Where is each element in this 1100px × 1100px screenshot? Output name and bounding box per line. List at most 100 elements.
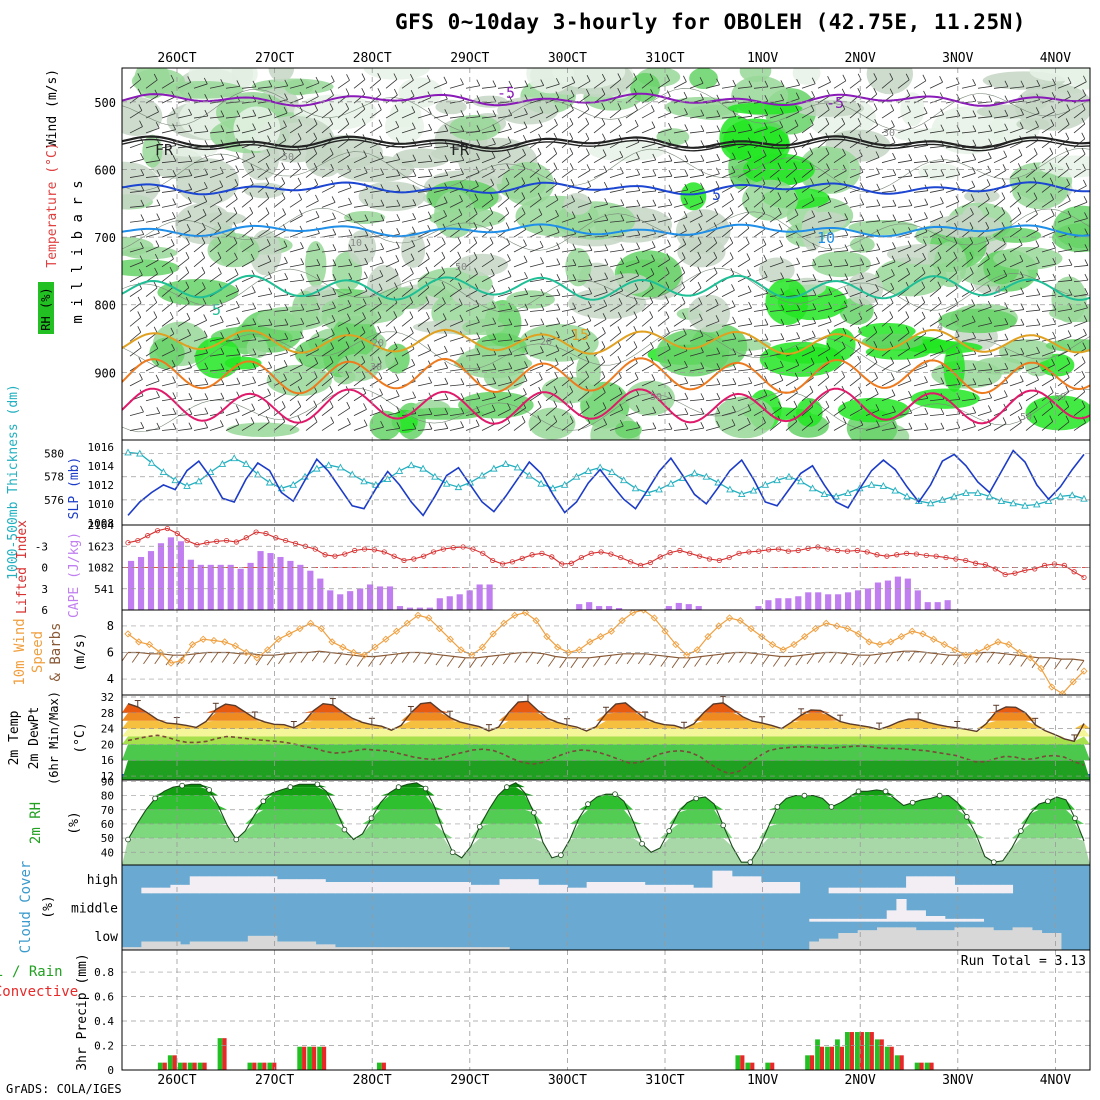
wind-barb <box>913 381 928 387</box>
wind-barb-flag <box>602 313 607 320</box>
wind-barb <box>913 333 926 342</box>
lifted-index-point <box>874 552 880 558</box>
wind-barb <box>641 363 655 372</box>
wind-barb <box>241 101 256 104</box>
wind-barb <box>465 322 480 327</box>
wind-barb-flag <box>651 374 656 381</box>
wind-barb-10m <box>716 653 725 665</box>
wind-barb-flag <box>668 422 673 430</box>
wind-barb-flag <box>329 356 334 363</box>
wind-barb <box>1025 379 1039 387</box>
lifted-index-point <box>608 551 614 557</box>
wind-barb <box>913 365 928 372</box>
wind-barb-flag <box>940 408 945 415</box>
wind-speed-point <box>951 646 959 654</box>
wind-barb <box>1009 309 1024 312</box>
cloud-cover-bar <box>1012 927 1023 950</box>
wind-barb <box>993 228 1006 238</box>
lifted-index-tick-label: -3 <box>35 540 48 553</box>
wind-barb-flag <box>1066 178 1070 185</box>
wind-barb-flag <box>201 237 206 244</box>
wind-barb <box>145 219 160 223</box>
wind-barb-flag <box>970 207 974 215</box>
lifted-index-point <box>480 550 486 556</box>
wind-barb <box>401 428 416 431</box>
wind-barb-flag <box>841 117 846 125</box>
precip-convective-bar <box>202 1062 207 1070</box>
wind-barb <box>289 215 303 223</box>
wind-barb-flag <box>716 125 721 132</box>
wind-barb <box>865 157 880 164</box>
wind-barb-flag <box>700 393 705 400</box>
wind-barb <box>961 116 976 119</box>
lifted-index-point <box>391 553 397 559</box>
wind-barb-flag <box>1003 269 1008 277</box>
wind-barb-flag <box>220 79 225 86</box>
wind-barb <box>673 350 688 357</box>
wind-barb-flag <box>330 75 335 82</box>
wind-barb-flag <box>1050 193 1054 200</box>
wind-barb-flag <box>1081 132 1086 140</box>
wind-barb <box>881 274 895 283</box>
wind-barb-flag <box>315 76 320 84</box>
wind-barb <box>513 324 528 327</box>
wind-barb-flag <box>523 388 527 395</box>
wind-speed-point <box>489 630 497 638</box>
wind-speed-point <box>274 635 283 643</box>
wind-barb-flag <box>971 180 976 187</box>
wind-barb-flag <box>1052 257 1057 265</box>
wind-speed-point <box>532 616 540 625</box>
wind-barb-flag <box>793 162 798 169</box>
wind-barb <box>177 428 192 431</box>
wind-barb <box>1057 82 1072 89</box>
wind-barb <box>785 111 799 119</box>
wind-barb-flag <box>138 268 143 276</box>
wind-barb-flag <box>282 208 286 215</box>
wind-barb-flag <box>873 311 878 319</box>
wind-barb-flag <box>411 122 416 129</box>
wind-speed-point <box>607 627 616 635</box>
wind-barb <box>993 212 1005 223</box>
cloud-cover-axis-label: Cloud Cover <box>18 861 34 954</box>
cape-bar <box>805 592 812 610</box>
wind-barb-flag <box>185 251 190 259</box>
wind-barb <box>609 393 623 402</box>
cloud-cover-bar <box>567 887 578 894</box>
wind-barb <box>449 83 464 89</box>
wind-barb <box>673 272 686 283</box>
wind-barb-flag <box>394 268 399 275</box>
cloud-cover-bar <box>789 882 801 894</box>
wind-barb-flag <box>892 152 896 160</box>
wind-barb-flag <box>412 154 417 161</box>
wind-barb <box>401 397 416 402</box>
wind-barb-flag <box>268 271 272 278</box>
precip-tick-label: 0.8 <box>94 966 114 979</box>
precip-convective-bar <box>321 1046 327 1070</box>
wind-barb-flag <box>1065 371 1070 378</box>
wind-barb-flag <box>906 267 911 275</box>
wind-speed-point <box>704 632 712 641</box>
wind-barb-flag <box>633 341 638 348</box>
wind-barb-10m <box>885 652 894 663</box>
wind-barb <box>129 302 142 312</box>
cloud-cover-bar <box>915 910 926 922</box>
wind-barb-flag <box>476 316 480 323</box>
wind-barb <box>497 368 512 372</box>
wind-barb-flag <box>842 148 846 155</box>
wind-barb-flag <box>651 121 656 128</box>
wind-barb <box>929 114 944 119</box>
wind-barb <box>769 393 783 402</box>
wind-barb-flag <box>188 124 193 132</box>
wind-barb <box>289 279 304 283</box>
cape-bar <box>436 598 443 610</box>
cape-bar <box>297 564 304 610</box>
wind-barb-flag <box>875 135 879 142</box>
wind-barb <box>529 125 543 134</box>
cloud-cover-bar <box>547 884 559 894</box>
cloud-cover-bar <box>906 910 917 922</box>
wind-barb <box>305 421 318 431</box>
wind-barb <box>145 428 160 431</box>
wind-barb <box>385 302 398 312</box>
wind-barb-flag <box>379 388 383 395</box>
wind-barb-flag <box>523 374 528 381</box>
